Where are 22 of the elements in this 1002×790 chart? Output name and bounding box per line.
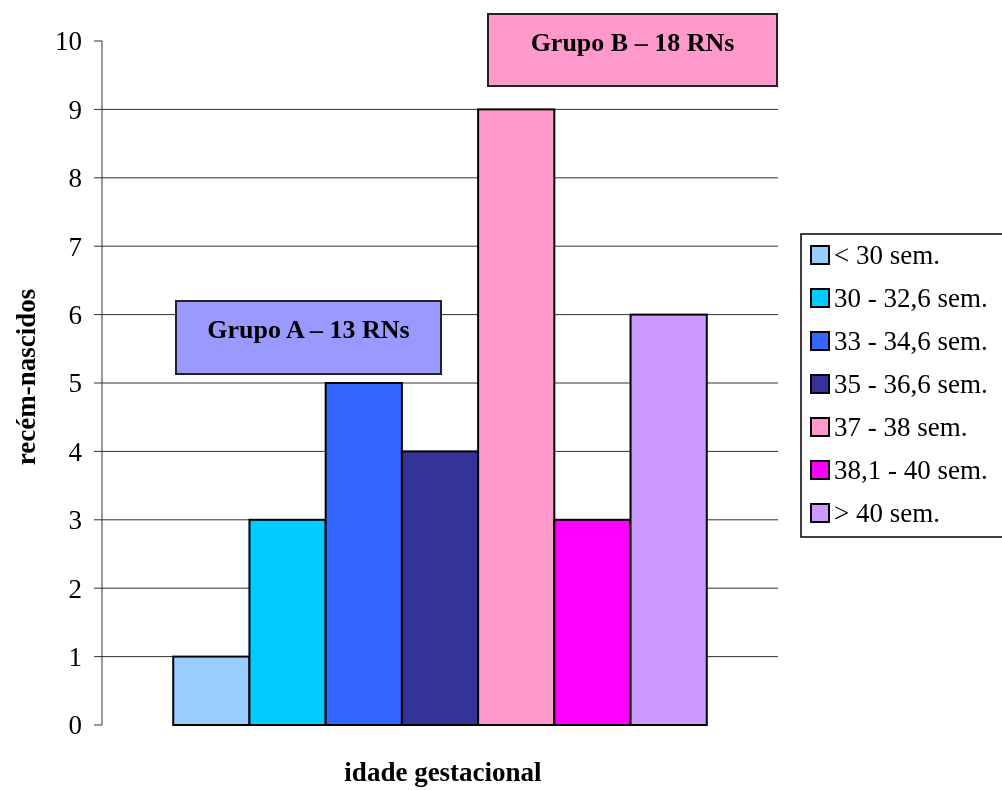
legend-label: 33 - 34,6 sem.	[834, 326, 988, 357]
y-tick-label: 3	[68, 505, 82, 536]
annotation: Grupo B – 18 RNs	[530, 28, 735, 57]
legend-label: 38,1 - 40 sem.	[834, 455, 988, 486]
y-tick-label: 1	[68, 642, 82, 673]
y-tick-label: 10	[55, 26, 82, 57]
y-tick-label: 2	[68, 573, 82, 604]
y-tick-label: 0	[68, 710, 82, 741]
y-tick-label: 8	[68, 163, 82, 194]
y-tick-label: 5	[68, 368, 82, 399]
legend-label: 37 - 38 sem.	[834, 412, 968, 443]
legend-label: 30 - 32,6 sem.	[834, 283, 988, 314]
y-axis-title: recém-nascidos	[11, 288, 42, 466]
legend-label: 35 - 36,6 sem.	[834, 369, 988, 400]
y-tick-label: 7	[68, 231, 82, 262]
y-tick-label: 6	[68, 300, 82, 331]
legend-label: < 30 sem.	[834, 240, 940, 271]
legend-label: > 40 sem.	[834, 498, 940, 529]
y-tick-label: 4	[68, 436, 83, 467]
y-tick-label: 9	[68, 94, 82, 125]
x-axis-title: idade gestacional	[344, 757, 543, 787]
annotation: Grupo A – 13 RNs	[207, 315, 410, 344]
